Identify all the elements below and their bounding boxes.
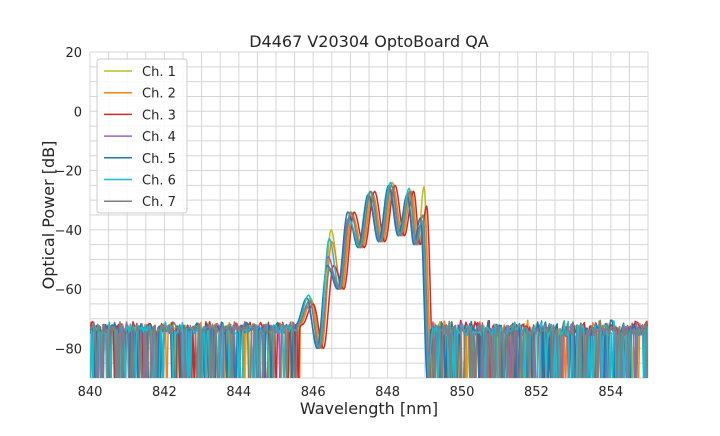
series-line-ch7 — [90, 184, 648, 378]
legend-box — [96, 58, 188, 214]
x-tick-label: 844 — [226, 385, 251, 400]
x-tick-label: 852 — [524, 385, 549, 400]
series-layer — [90, 181, 648, 378]
y-axis-label: Optical Power [dB] — [39, 141, 58, 290]
legend-label: Ch. 1 — [142, 65, 176, 80]
x-tick-label: 850 — [450, 385, 475, 400]
legend-label: Ch. 3 — [142, 108, 176, 123]
y-tick-label: 20 — [65, 46, 82, 61]
legend-label: Ch. 2 — [142, 87, 176, 102]
x-axis-label: Wavelength [nm] — [300, 399, 438, 418]
y-tick-label: −40 — [55, 224, 82, 239]
series-line-ch6 — [90, 181, 648, 378]
legend-label: Ch. 7 — [142, 195, 176, 210]
legend-label: Ch. 5 — [142, 152, 176, 167]
y-tick-label: −80 — [55, 342, 82, 357]
x-tick-label: 854 — [598, 385, 623, 400]
y-tick-label: 0 — [74, 105, 82, 120]
x-tick-label: 840 — [78, 385, 103, 400]
x-tick-label: 848 — [375, 385, 400, 400]
legend-label: Ch. 6 — [142, 174, 176, 189]
y-tick-label: −20 — [55, 165, 82, 180]
y-tick-label: −60 — [55, 283, 82, 298]
chart-title: D4467 V20304 OptoBoard QA — [249, 32, 489, 51]
x-tick-label: 846 — [301, 385, 326, 400]
legend-label: Ch. 4 — [142, 130, 176, 145]
x-tick-label: 842 — [152, 385, 177, 400]
legend: Ch. 1 Ch. 2 Ch. 3 Ch. 4 Ch. 5 Ch. 6 Ch. 7 — [96, 58, 188, 214]
ticks: 840 842 844 846 848 850 852 854 20 0 −20 −40 −60 −80 — [55, 46, 624, 400]
